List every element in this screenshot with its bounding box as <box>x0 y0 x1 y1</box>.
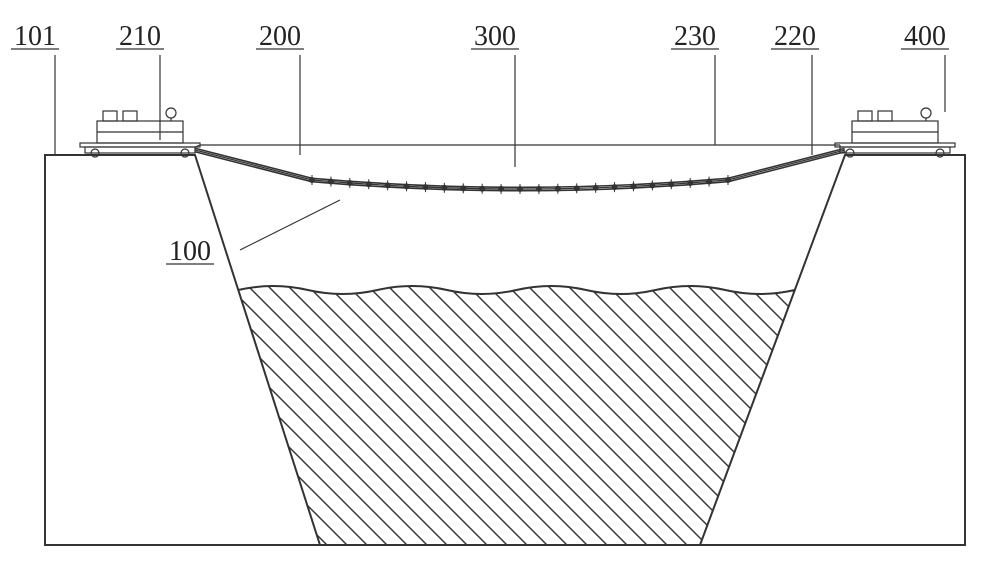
label-100: 100 <box>169 236 211 267</box>
label-220: 220 <box>774 21 816 52</box>
label-210: 210 <box>119 21 161 52</box>
machine-left <box>80 108 200 157</box>
label-200: 200 <box>259 21 301 52</box>
label-230: 230 <box>674 21 716 52</box>
label-300: 300 <box>474 21 516 52</box>
label-400: 400 <box>904 21 946 52</box>
labels: 101 210 200 300 230 220 400 100 <box>11 21 949 267</box>
cable-outer <box>195 150 845 189</box>
cable-inner <box>195 150 845 189</box>
label-101: 101 <box>14 21 56 52</box>
material-hatch <box>0 0 1000 578</box>
ground-section <box>45 155 965 545</box>
machine-right <box>835 108 955 157</box>
